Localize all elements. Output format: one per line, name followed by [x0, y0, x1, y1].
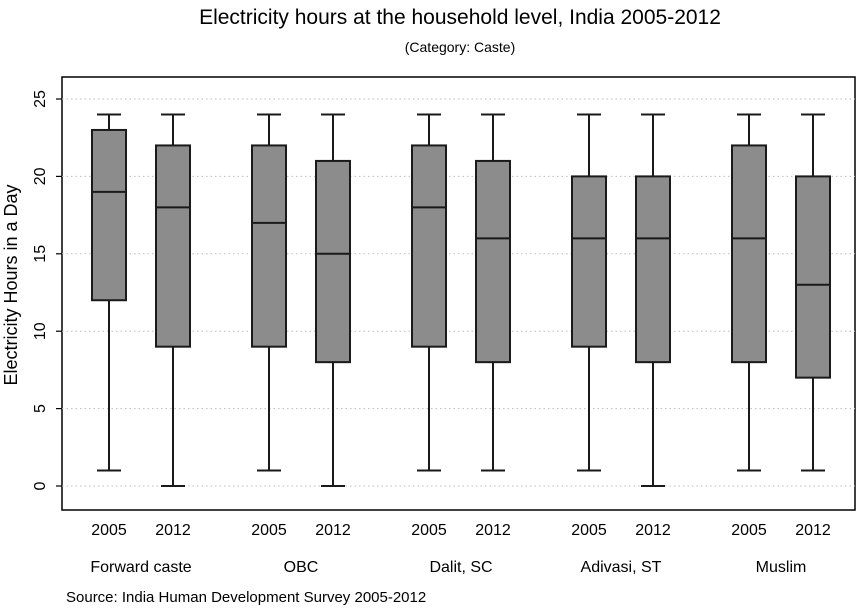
x-tick-label: 2012 [475, 522, 511, 539]
y-tick-label: 25 [32, 90, 49, 108]
box [635, 175, 671, 364]
y-tick-label: 20 [32, 167, 49, 185]
group-label: Adivasi, ST [581, 559, 662, 576]
group-label: Muslim [756, 559, 807, 576]
group-label: OBC [284, 559, 319, 576]
gridlines [62, 98, 855, 487]
x-tick-label: 2005 [91, 522, 127, 539]
x-tick-label: 2012 [635, 522, 671, 539]
x-tick-label: 2005 [411, 522, 447, 539]
source-note: Source: India Human Development Survey 2… [66, 589, 426, 606]
chart-subtitle: (Category: Caste) [405, 39, 515, 55]
group-label: Dalit, SC [429, 559, 492, 576]
y-axis-label: Electricity Hours in a Day [1, 184, 21, 385]
box [91, 128, 127, 302]
box [475, 159, 511, 364]
x-tick-label: 2005 [731, 522, 767, 539]
x-tick-label: 2012 [315, 522, 351, 539]
y-axis: 0 5 10 15 20 25 [32, 90, 62, 490]
box [795, 175, 831, 379]
chart-title: Electricity hours at the household level… [199, 6, 721, 29]
x-tick-label: 2012 [155, 522, 191, 539]
x-tick-label: 2005 [571, 522, 607, 539]
y-tick-label: 5 [32, 404, 49, 413]
box [155, 144, 191, 348]
boxes [91, 113, 831, 487]
plot-area-frame [61, 76, 856, 511]
box [411, 144, 447, 348]
x-axis-labels: 2005 2012 Forward caste 2005 2012 OBC 2005 2012… [90, 522, 831, 576]
x-tick-label: 2012 [795, 522, 831, 539]
y-tick-label: 15 [32, 245, 49, 263]
box [315, 159, 351, 364]
group-label: Forward caste [90, 559, 191, 576]
box [571, 175, 607, 348]
box [251, 144, 287, 348]
y-tick-label: 10 [32, 322, 49, 340]
y-tick-label: 0 [32, 481, 49, 490]
x-tick-label: 2005 [251, 522, 287, 539]
box [731, 144, 767, 364]
